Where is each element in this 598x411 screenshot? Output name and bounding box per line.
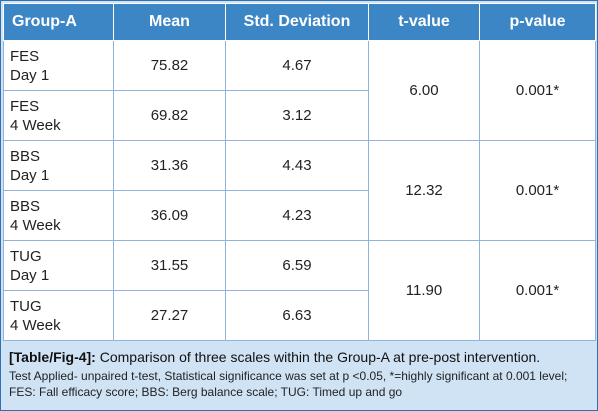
table-row: TUG Day 1 31.55 6.59 11.90 0.001* (3, 240, 596, 341)
row-label-line1: FES (10, 47, 40, 65)
sd-cell: 3.12 (225, 90, 369, 141)
caption-title: [Table/Fig-4]: Comparison of three scale… (9, 348, 589, 366)
header-p-value: p-value (479, 3, 596, 41)
table-row: BBS 4 Week 36.09 4.23 (3, 190, 596, 241)
t-value-cell: 12.32 (368, 140, 480, 241)
t-value-cell: 6.00 (368, 40, 480, 141)
row-label-line2: 4 Week (10, 216, 61, 234)
sd-cell: 6.59 (225, 240, 369, 291)
caption-title-text: Comparison of three scales within the Gr… (99, 349, 541, 365)
table-row: FES 4 Week 69.82 3.12 (3, 90, 596, 141)
results-table: Group-A Mean Std. Deviation t-value p-va… (3, 3, 596, 341)
mean-cell: 31.36 (113, 140, 226, 191)
caption-tag: [Table/Fig-4]: (9, 349, 96, 365)
t-value-cell: 11.90 (368, 240, 480, 341)
p-value-cell: 0.001* (479, 140, 596, 241)
table-row: FES Day 1 75.82 4.67 6.00 0.001* (3, 40, 596, 141)
row-label-line2: Day 1 (10, 66, 50, 84)
table-caption: [Table/Fig-4]: Comparison of three scale… (1, 344, 597, 410)
row-label: TUG Day 1 (3, 240, 114, 291)
row-label: BBS Day 1 (3, 140, 114, 191)
row-label-line2: Day 1 (10, 266, 50, 284)
row-label: BBS 4 Week (3, 190, 114, 241)
mean-cell: 31.55 (113, 240, 226, 291)
mean-cell: 36.09 (113, 190, 226, 241)
table-row: TUG 4 Week 27.27 6.63 (3, 290, 596, 341)
row-label: FES 4 Week (3, 90, 114, 141)
caption-note: Test Applied- unpaired t-test, Statistic… (9, 369, 568, 399)
row-label-line1: BBS (10, 197, 41, 215)
header-row: Group-A Mean Std. Deviation t-value p-va… (3, 3, 596, 41)
row-label-line1: FES (10, 97, 40, 115)
header-group: Group-A (3, 3, 114, 41)
row-label-line1: TUG (10, 297, 42, 315)
header-t-value: t-value (368, 3, 480, 41)
row-label-line1: BBS (10, 147, 41, 165)
sd-cell: 4.43 (225, 140, 369, 191)
table-row: BBS Day 1 31.36 4.43 12.32 0.001* (3, 140, 596, 241)
row-label-line2: 4 Week (10, 316, 61, 334)
mean-cell: 69.82 (113, 90, 226, 141)
header-mean: Mean (113, 3, 226, 41)
row-label-line1: TUG (10, 247, 42, 265)
mean-cell: 27.27 (113, 290, 226, 341)
sd-cell: 4.23 (225, 190, 369, 241)
row-label-line2: 4 Week (10, 116, 61, 134)
header-std-deviation: Std. Deviation (225, 3, 369, 41)
row-label-line2: Day 1 (10, 166, 50, 184)
p-value-cell: 0.001* (479, 40, 596, 141)
row-label: TUG 4 Week (3, 290, 114, 341)
mean-cell: 75.82 (113, 40, 226, 91)
p-value-cell: 0.001* (479, 240, 596, 341)
sd-cell: 6.63 (225, 290, 369, 341)
sd-cell: 4.67 (225, 40, 369, 91)
row-label: FES Day 1 (3, 40, 114, 91)
